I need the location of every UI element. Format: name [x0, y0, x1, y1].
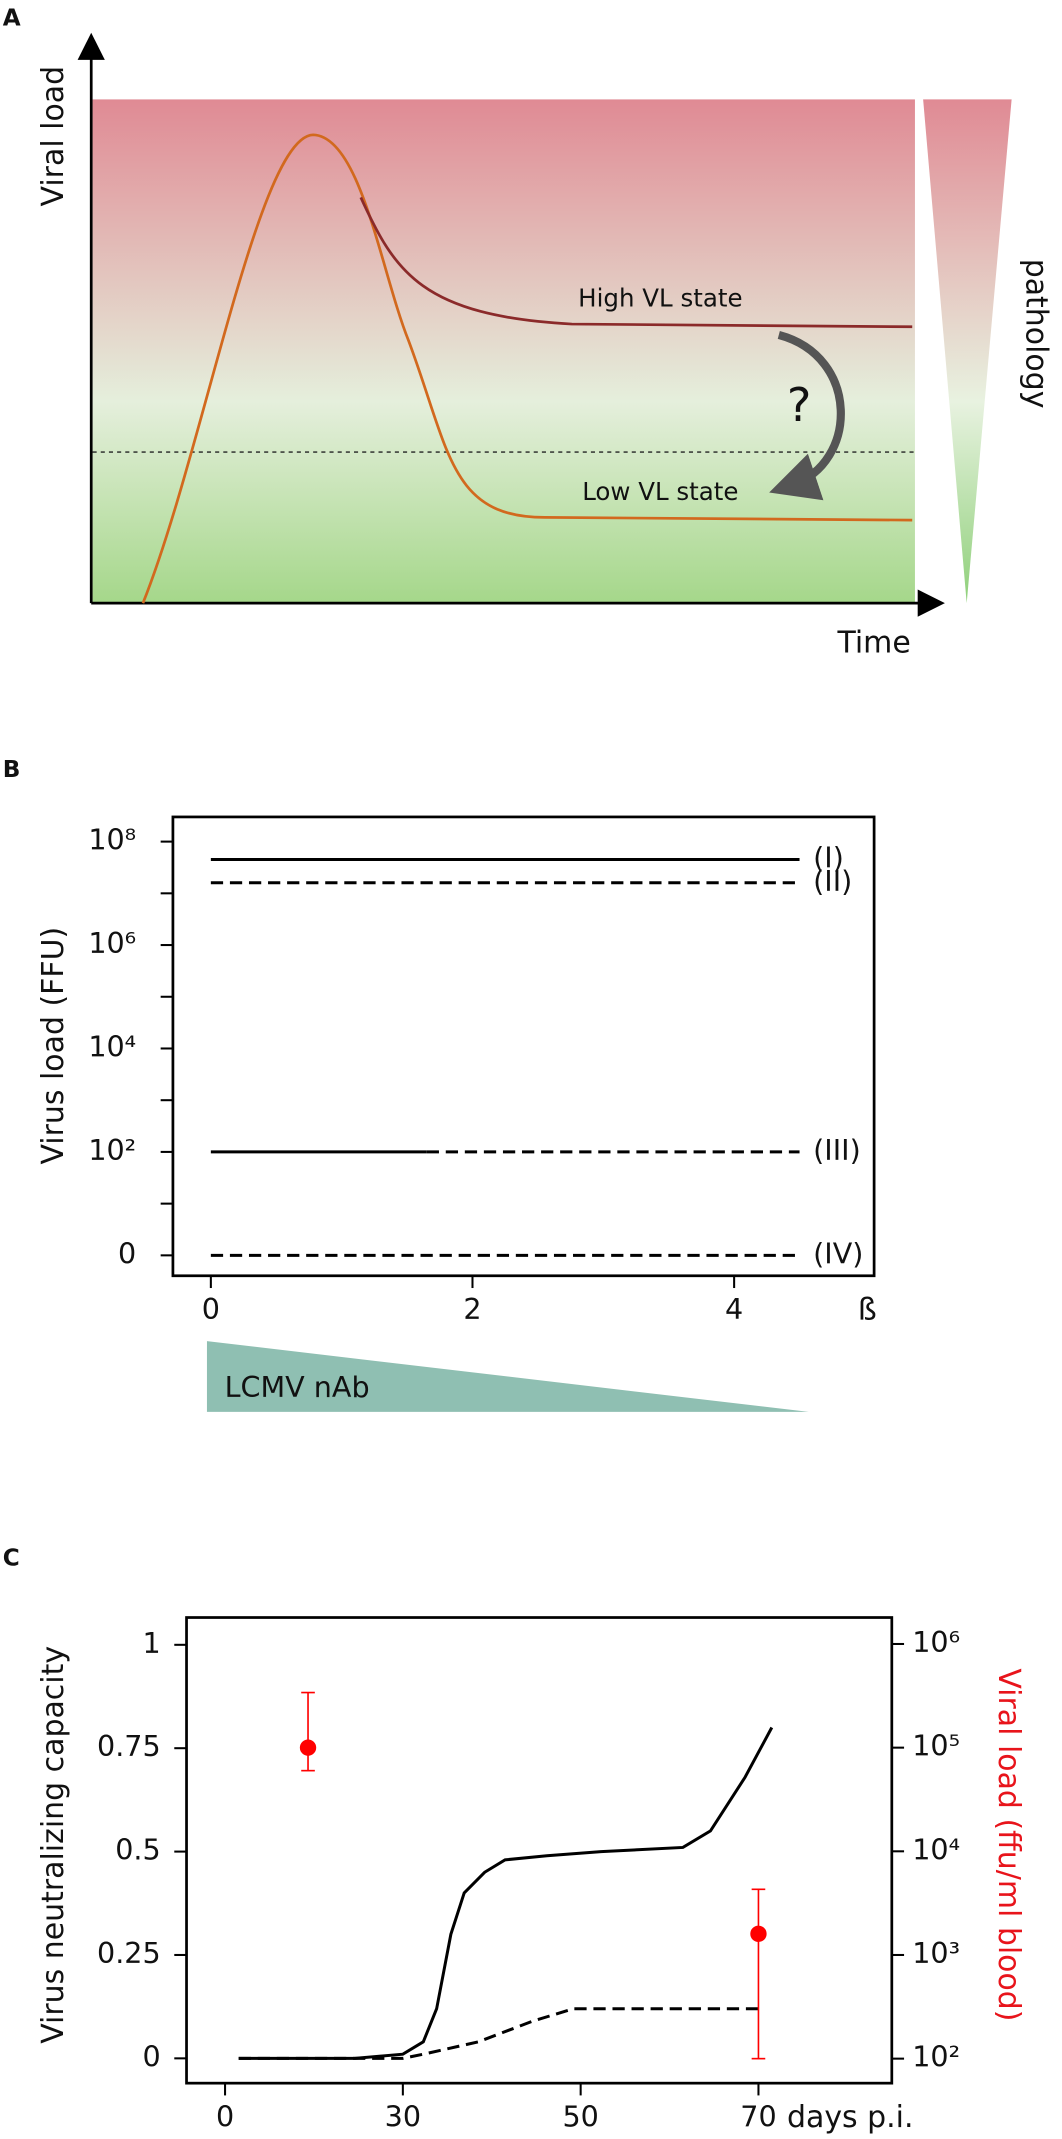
- x-tick-label: 50: [562, 2100, 598, 2134]
- y2-tick-label: 10²: [912, 2040, 960, 2074]
- y-tick-label: 1: [142, 1626, 160, 1660]
- y-tick-label: 10⁴: [88, 1029, 136, 1063]
- y2-tick-label: 10⁴: [912, 1832, 960, 1866]
- curve-high: [359, 196, 913, 329]
- y-tick-label: 0: [142, 2039, 160, 2073]
- y-label: Virus neutralizing capacity: [36, 1646, 71, 2044]
- panel-label: B: [3, 757, 21, 783]
- y-tick-label: 0.5: [115, 1833, 160, 1867]
- annotation: ?: [787, 378, 812, 432]
- curve-low: [141, 133, 913, 604]
- point: [750, 1925, 767, 1942]
- x-tick-label: 30: [385, 2100, 421, 2134]
- x-tick-label: 0: [202, 1292, 220, 1326]
- y-tick-label: 0.75: [97, 1729, 161, 1763]
- y2-tick-label: 10³: [912, 1936, 960, 1970]
- legend-label: (I): [813, 841, 844, 875]
- y-tick-label: 10⁸: [88, 823, 136, 857]
- x-label: days p.i.: [787, 2100, 914, 2135]
- legend-label: (II): [813, 864, 852, 898]
- y2-tick-label: 10⁵: [912, 1729, 960, 1763]
- background: [92, 99, 915, 604]
- panel-label: A: [3, 6, 21, 32]
- y2-label: Viral load (ffu/ml blood): [991, 1668, 1026, 2021]
- plot-frame: [171, 815, 876, 1278]
- panel-a: A Viral load Time pathology High VL stat…: [3, 6, 1054, 661]
- legend-label: (III): [813, 1133, 861, 1167]
- y-label: Viral load: [36, 66, 71, 207]
- pathology-wedge: [923, 99, 1012, 604]
- annotation: LCMV nAb: [225, 1370, 370, 1404]
- annotation: High VL state: [578, 284, 742, 313]
- x-tick-label: 0: [216, 2100, 234, 2134]
- panel-c: C Virus neutralizing capacity Viral load…: [3, 1545, 1026, 2135]
- panel-label: C: [3, 1545, 20, 1571]
- y-tick-label: 10²: [88, 1133, 136, 1167]
- panel-b: B Virus load (FFU) ß LCMV nAb 10⁸ 10⁶ 10⁴ 1…: [3, 757, 877, 1412]
- annotation: Low VL state: [582, 477, 738, 506]
- point: [299, 1739, 317, 1756]
- y-label: Virus load (FFU): [36, 927, 71, 1165]
- x-tick-label: 4: [725, 1292, 743, 1326]
- y-tick-label: 0: [118, 1236, 136, 1270]
- x-label: Time: [836, 626, 910, 661]
- legend-label: (IV): [813, 1236, 863, 1270]
- series-line: [238, 2007, 759, 2060]
- y-tick-label: 10⁶: [88, 926, 136, 960]
- y2-tick-label: 10⁶: [912, 1625, 960, 1659]
- scale-label: pathology: [1018, 259, 1053, 409]
- x-tick-label: 2: [463, 1292, 481, 1326]
- plot-frame: [185, 1616, 894, 2085]
- transition-arrow: [769, 331, 845, 501]
- x-label: ß: [858, 1293, 877, 1328]
- x-tick-label: 70: [740, 2100, 776, 2134]
- y-tick-label: 0.25: [97, 1936, 161, 1970]
- series-line: [238, 1726, 774, 2060]
